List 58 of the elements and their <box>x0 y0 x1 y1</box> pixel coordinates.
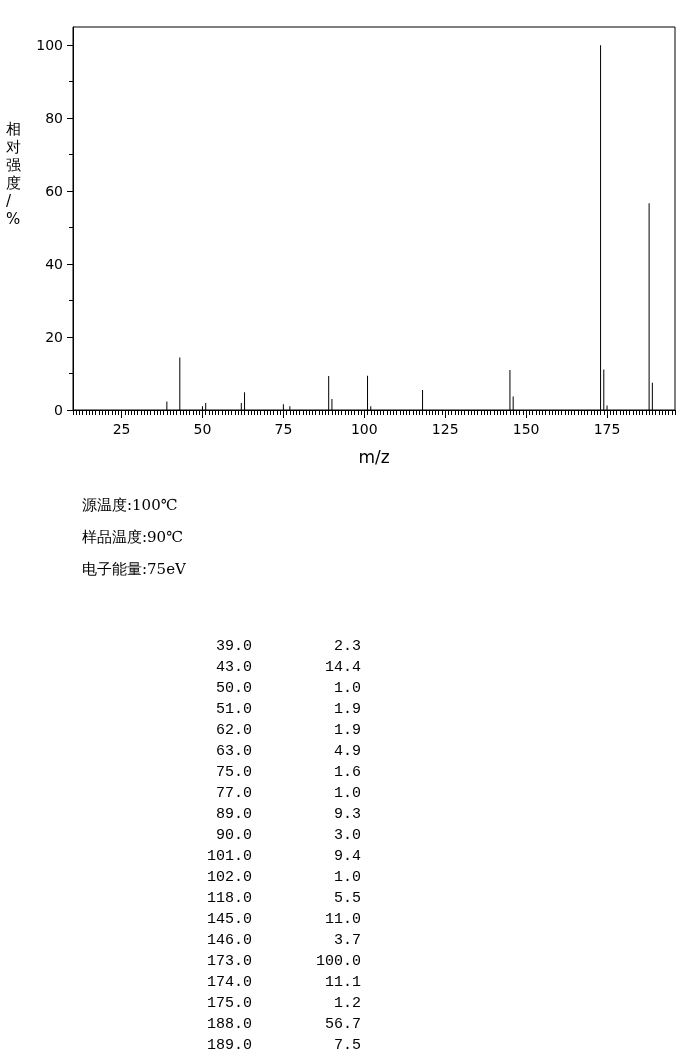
text: 118.0 <box>206 889 252 909</box>
text: 1.9 <box>333 700 361 720</box>
y-tick-label: 20 <box>45 329 63 346</box>
text: 43.0 <box>215 658 252 678</box>
x-tick-label: 125 <box>431 421 459 437</box>
text: 1.0 <box>333 679 361 699</box>
x-tick-label: 25 <box>112 421 131 437</box>
text: 173.0 <box>206 952 252 972</box>
text: 189.0 <box>206 1036 252 1051</box>
text: 样品温度:90℃ <box>82 527 184 548</box>
x-tick-label: 75 <box>274 421 293 437</box>
text: 89.0 <box>215 805 252 825</box>
text: 146.0 <box>206 931 252 951</box>
y-tick-label: 0 <box>54 402 63 418</box>
text: 14.4 <box>324 658 361 678</box>
text: 1.0 <box>333 868 361 888</box>
text: 77.0 <box>215 784 252 804</box>
text: 75.0 <box>215 763 252 783</box>
text: 56.7 <box>324 1015 361 1035</box>
text: 188.0 <box>206 1015 252 1035</box>
text: 50.0 <box>215 679 252 699</box>
text: 63.0 <box>215 742 252 762</box>
x-tick-label: 50 <box>193 421 212 437</box>
text: 101.0 <box>206 847 252 867</box>
text: 源温度:100℃ <box>82 495 179 516</box>
text: 174.0 <box>206 973 252 993</box>
text: 62.0 <box>215 721 252 741</box>
y-tick-label: 60 <box>45 183 63 200</box>
text: 11.1 <box>324 973 361 993</box>
text: 2.3 <box>333 637 361 657</box>
text: 39.0 <box>215 637 252 657</box>
text: 1.9 <box>333 721 361 741</box>
text: 11.0 <box>324 910 361 930</box>
text: 51.0 <box>215 700 252 720</box>
text: 1.2 <box>333 994 361 1014</box>
x-tick-label: 100 <box>350 421 378 437</box>
text: 145.0 <box>206 910 252 930</box>
text: 4.9 <box>333 742 361 762</box>
text: 100.0 <box>315 952 361 972</box>
text: 9.3 <box>333 805 361 825</box>
x-tick-label: 175 <box>593 421 621 437</box>
text: 175.0 <box>206 994 252 1014</box>
text: 5.5 <box>333 889 361 909</box>
text: 3.0 <box>333 826 361 846</box>
text: 9.4 <box>333 847 361 867</box>
y-tick-label: 40 <box>45 256 63 273</box>
y-axis-title: 相对强度/% <box>6 120 21 228</box>
y-tick-label: 100 <box>36 37 63 54</box>
text: 7.5 <box>333 1036 361 1051</box>
text: 102.0 <box>206 868 252 888</box>
text: 电子能量:75eV <box>82 559 186 580</box>
text: 1.6 <box>333 763 361 783</box>
text: 3.7 <box>333 931 361 951</box>
text: 1.0 <box>333 784 361 804</box>
text: 90.0 <box>215 826 252 846</box>
x-axis-title: m/z <box>358 446 390 467</box>
y-tick-label: 80 <box>45 110 63 127</box>
x-tick-label: 150 <box>512 421 540 437</box>
